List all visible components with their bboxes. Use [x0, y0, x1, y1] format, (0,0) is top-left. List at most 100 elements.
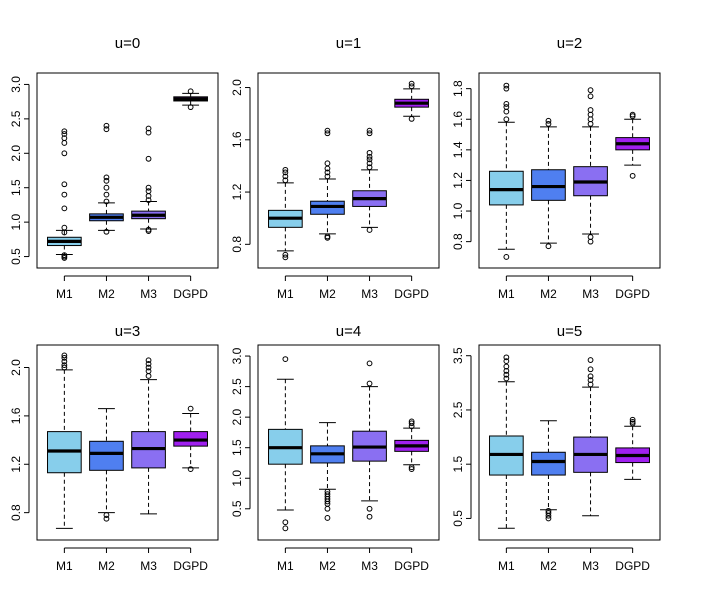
outlier-point — [282, 169, 289, 176]
outlier-point — [629, 172, 636, 179]
outlier-point — [103, 515, 110, 522]
y-tick-label: 1.2 — [9, 456, 23, 473]
y-tick-label: 2.5 — [451, 401, 465, 418]
outlier-point — [366, 149, 373, 156]
outlier-point — [629, 111, 636, 118]
outlier-point — [103, 177, 110, 184]
x-tick-label: DGPD — [615, 287, 650, 301]
outlier-point — [324, 160, 331, 167]
outlier-point — [324, 515, 331, 521]
box-DGPD — [173, 88, 208, 111]
box-M3 — [573, 357, 608, 517]
outlier-point — [366, 513, 373, 520]
box-DGPD — [394, 418, 429, 472]
outlier-point — [103, 184, 110, 191]
outlier-point — [187, 104, 194, 111]
outlier-point — [408, 418, 415, 425]
y-tick-label: 2.5 — [9, 110, 23, 127]
outlier-point — [187, 88, 194, 95]
outlier-point — [366, 153, 373, 160]
x-tick-label: M1 — [498, 559, 515, 573]
outlier-point — [145, 197, 152, 204]
y-tick-label: 1.0 — [9, 213, 23, 230]
outlier-point — [503, 104, 510, 110]
y-tick-label: 3.0 — [9, 76, 23, 93]
outlier-point — [145, 364, 152, 371]
outlier-point — [61, 364, 68, 371]
outlier-point — [103, 512, 110, 518]
outlier-point — [324, 169, 331, 176]
box-M1 — [489, 82, 524, 260]
outlier-point — [324, 173, 331, 180]
outlier-point — [324, 488, 331, 495]
outlier-point — [145, 226, 152, 233]
outlier-point — [282, 251, 289, 258]
outlier-point — [366, 360, 373, 367]
x-tick-label: M1 — [56, 287, 73, 301]
x-tick-label: M2 — [319, 287, 336, 301]
outlier-point — [61, 181, 68, 188]
y-tick-label: 1.0 — [451, 202, 465, 219]
outlier-point — [503, 101, 510, 107]
outlier-point — [503, 108, 510, 115]
outlier-point — [629, 418, 636, 425]
outlier-point — [61, 128, 68, 135]
outlier-point — [587, 120, 594, 127]
x-tick-label: M1 — [277, 559, 294, 573]
y-tick-label: 1.5 — [230, 439, 244, 456]
y-tick-label: 2.0 — [9, 359, 23, 376]
outlier-point — [324, 233, 331, 240]
y-tick-label: 1.6 — [9, 407, 23, 424]
outlier-point — [587, 234, 594, 240]
outlier-point — [187, 405, 194, 412]
outlier-point — [503, 254, 510, 260]
outlier-point — [366, 505, 373, 512]
x-tick-label: DGPD — [394, 287, 429, 301]
outlier-point — [145, 357, 152, 364]
outlier-point — [61, 131, 68, 137]
outlier-point — [366, 130, 373, 137]
outlier-point — [587, 366, 594, 373]
y-tick-label: 1.4 — [451, 141, 465, 158]
outlier-point — [408, 80, 415, 87]
x-tick-label: DGPD — [173, 559, 208, 573]
box-M1 — [47, 352, 82, 529]
outlier-point — [282, 356, 289, 363]
outlier-point — [408, 420, 415, 427]
outlier-point — [61, 358, 68, 365]
outlier-point — [587, 377, 594, 384]
x-tick-label: M2 — [319, 559, 336, 573]
outlier-point — [503, 363, 510, 370]
outlier-point — [587, 111, 594, 118]
outlier-point — [408, 464, 415, 471]
outlier-point — [282, 173, 289, 180]
y-tick-label: 0.8 — [9, 504, 23, 521]
outlier-point — [324, 127, 331, 134]
x-tick-label: DGPD — [173, 287, 208, 301]
outlier-point — [503, 85, 510, 92]
box-M2 — [310, 127, 345, 241]
outlier-point — [408, 83, 415, 90]
outlier-point — [145, 373, 152, 379]
y-tick-label: 1.5 — [451, 456, 465, 473]
y-tick-label: 0.5 — [451, 510, 465, 527]
outlier-point — [587, 93, 594, 100]
box-DGPD — [173, 405, 208, 473]
outlier-point — [545, 515, 552, 522]
outlier-point — [324, 130, 331, 137]
outlier-point — [366, 164, 373, 171]
panel-title: u=3 — [115, 323, 140, 340]
outlier-point — [145, 125, 152, 132]
plot-frame — [36, 72, 219, 269]
x-tick-label: M3 — [361, 287, 378, 301]
x-tick-label: DGPD — [394, 559, 429, 573]
box-M1 — [489, 354, 524, 529]
outlier-point — [587, 87, 594, 94]
panel-u-3: u=3 0.8 1.2 1.6 2.0 M1 M2 M3 DGPD — [9, 323, 219, 573]
x-tick-label: M2 — [540, 559, 557, 573]
y-tick-label: 0.5 — [9, 248, 23, 265]
y-tick-label: 1.6 — [230, 131, 244, 148]
outlier-point — [366, 227, 373, 233]
box-M3 — [573, 87, 608, 245]
outlier-point — [145, 360, 152, 367]
